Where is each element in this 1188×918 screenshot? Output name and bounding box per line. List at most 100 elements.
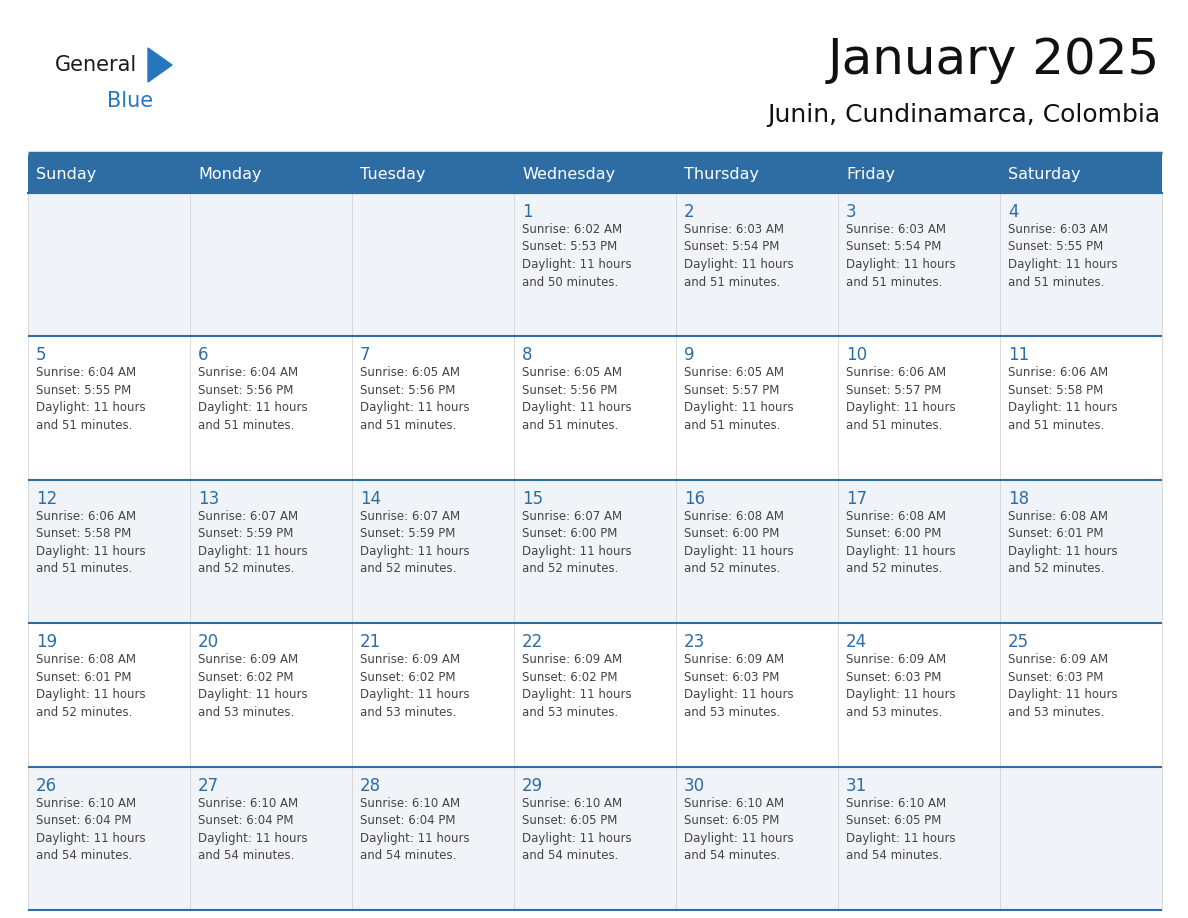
Bar [1000,480,1162,623]
Bar [352,193,514,336]
Text: Sunrise: 6:04 AM
Sunset: 5:55 PM
Daylight: 11 hours
and 51 minutes.: Sunrise: 6:04 AM Sunset: 5:55 PM Dayligh… [36,366,146,431]
Text: January 2025: January 2025 [828,36,1159,84]
Text: Sunrise: 6:09 AM
Sunset: 6:02 PM
Daylight: 11 hours
and 53 minutes.: Sunrise: 6:09 AM Sunset: 6:02 PM Dayligh… [360,654,469,719]
Text: Sunrise: 6:06 AM
Sunset: 5:57 PM
Daylight: 11 hours
and 51 minutes.: Sunrise: 6:06 AM Sunset: 5:57 PM Dayligh… [846,366,955,431]
Bar [514,767,676,910]
Bar [838,480,1000,623]
Text: 9: 9 [684,346,695,364]
Text: Sunrise: 6:08 AM
Sunset: 6:00 PM
Daylight: 11 hours
and 52 minutes.: Sunrise: 6:08 AM Sunset: 6:00 PM Dayligh… [684,509,794,576]
Text: 1: 1 [522,203,532,221]
Text: Monday: Monday [198,166,261,182]
Bar [514,155,676,193]
Bar [838,155,1000,193]
Bar [29,193,190,336]
Text: 8: 8 [522,346,532,364]
Text: Sunrise: 6:08 AM
Sunset: 6:00 PM
Daylight: 11 hours
and 52 minutes.: Sunrise: 6:08 AM Sunset: 6:00 PM Dayligh… [846,509,955,576]
Text: Sunrise: 6:10 AM
Sunset: 6:05 PM
Daylight: 11 hours
and 54 minutes.: Sunrise: 6:10 AM Sunset: 6:05 PM Dayligh… [684,797,794,862]
Text: Sunrise: 6:10 AM
Sunset: 6:04 PM
Daylight: 11 hours
and 54 minutes.: Sunrise: 6:10 AM Sunset: 6:04 PM Dayligh… [198,797,308,862]
Bar [676,336,838,480]
Text: Sunrise: 6:10 AM
Sunset: 6:05 PM
Daylight: 11 hours
and 54 minutes.: Sunrise: 6:10 AM Sunset: 6:05 PM Dayligh… [846,797,955,862]
Text: Sunrise: 6:10 AM
Sunset: 6:04 PM
Daylight: 11 hours
and 54 minutes.: Sunrise: 6:10 AM Sunset: 6:04 PM Dayligh… [360,797,469,862]
Bar [1000,767,1162,910]
Text: Sunrise: 6:10 AM
Sunset: 6:04 PM
Daylight: 11 hours
and 54 minutes.: Sunrise: 6:10 AM Sunset: 6:04 PM Dayligh… [36,797,146,862]
Text: 5: 5 [36,346,46,364]
Bar [676,480,838,623]
Bar [352,336,514,480]
Bar [514,193,676,336]
Text: Sunrise: 6:10 AM
Sunset: 6:05 PM
Daylight: 11 hours
and 54 minutes.: Sunrise: 6:10 AM Sunset: 6:05 PM Dayligh… [522,797,632,862]
Text: 19: 19 [36,633,57,651]
Bar [838,767,1000,910]
Text: General: General [55,55,138,75]
Text: 14: 14 [360,490,381,508]
Text: Sunrise: 6:09 AM
Sunset: 6:02 PM
Daylight: 11 hours
and 53 minutes.: Sunrise: 6:09 AM Sunset: 6:02 PM Dayligh… [198,654,308,719]
Text: Friday: Friday [846,166,895,182]
Text: Tuesday: Tuesday [360,166,425,182]
Bar [838,336,1000,480]
Bar [514,623,676,767]
Bar [676,767,838,910]
Text: Blue: Blue [107,91,153,111]
Text: Sunrise: 6:09 AM
Sunset: 6:03 PM
Daylight: 11 hours
and 53 minutes.: Sunrise: 6:09 AM Sunset: 6:03 PM Dayligh… [846,654,955,719]
Text: Wednesday: Wednesday [522,166,615,182]
Bar [1000,623,1162,767]
Text: Sunrise: 6:09 AM
Sunset: 6:02 PM
Daylight: 11 hours
and 53 minutes.: Sunrise: 6:09 AM Sunset: 6:02 PM Dayligh… [522,654,632,719]
Text: Sunrise: 6:06 AM
Sunset: 5:58 PM
Daylight: 11 hours
and 51 minutes.: Sunrise: 6:06 AM Sunset: 5:58 PM Dayligh… [1007,366,1118,431]
Text: 29: 29 [522,777,543,795]
Bar [190,336,352,480]
Text: 4: 4 [1007,203,1018,221]
Text: 30: 30 [684,777,706,795]
Text: Thursday: Thursday [684,166,759,182]
Bar [29,336,190,480]
Text: 26: 26 [36,777,57,795]
Text: Sunrise: 6:09 AM
Sunset: 6:03 PM
Daylight: 11 hours
and 53 minutes.: Sunrise: 6:09 AM Sunset: 6:03 PM Dayligh… [684,654,794,719]
Bar [29,767,190,910]
Bar [676,623,838,767]
Bar [190,623,352,767]
Bar [352,623,514,767]
Polygon shape [148,48,172,82]
Text: 16: 16 [684,490,706,508]
Text: 25: 25 [1007,633,1029,651]
Text: Sunrise: 6:08 AM
Sunset: 6:01 PM
Daylight: 11 hours
and 52 minutes.: Sunrise: 6:08 AM Sunset: 6:01 PM Dayligh… [36,654,146,719]
Text: Sunrise: 6:07 AM
Sunset: 6:00 PM
Daylight: 11 hours
and 52 minutes.: Sunrise: 6:07 AM Sunset: 6:00 PM Dayligh… [522,509,632,576]
Text: Sunrise: 6:03 AM
Sunset: 5:54 PM
Daylight: 11 hours
and 51 minutes.: Sunrise: 6:03 AM Sunset: 5:54 PM Dayligh… [846,223,955,288]
Text: 15: 15 [522,490,543,508]
Text: Sunrise: 6:07 AM
Sunset: 5:59 PM
Daylight: 11 hours
and 52 minutes.: Sunrise: 6:07 AM Sunset: 5:59 PM Dayligh… [198,509,308,576]
Bar [514,480,676,623]
Text: 18: 18 [1007,490,1029,508]
Text: 17: 17 [846,490,867,508]
Text: 23: 23 [684,633,706,651]
Bar [29,623,190,767]
Text: Sunrise: 6:05 AM
Sunset: 5:57 PM
Daylight: 11 hours
and 51 minutes.: Sunrise: 6:05 AM Sunset: 5:57 PM Dayligh… [684,366,794,431]
Bar [1000,336,1162,480]
Bar [676,193,838,336]
Bar [190,155,352,193]
Text: 13: 13 [198,490,220,508]
Text: Sunrise: 6:08 AM
Sunset: 6:01 PM
Daylight: 11 hours
and 52 minutes.: Sunrise: 6:08 AM Sunset: 6:01 PM Dayligh… [1007,509,1118,576]
Bar [190,193,352,336]
Text: Sunrise: 6:06 AM
Sunset: 5:58 PM
Daylight: 11 hours
and 51 minutes.: Sunrise: 6:06 AM Sunset: 5:58 PM Dayligh… [36,509,146,576]
Text: 7: 7 [360,346,371,364]
Text: 12: 12 [36,490,57,508]
Text: 31: 31 [846,777,867,795]
Bar [352,767,514,910]
Text: Junin, Cundinamarca, Colombia: Junin, Cundinamarca, Colombia [767,103,1159,127]
Text: Sunrise: 6:02 AM
Sunset: 5:53 PM
Daylight: 11 hours
and 50 minutes.: Sunrise: 6:02 AM Sunset: 5:53 PM Dayligh… [522,223,632,288]
Text: Sunrise: 6:05 AM
Sunset: 5:56 PM
Daylight: 11 hours
and 51 minutes.: Sunrise: 6:05 AM Sunset: 5:56 PM Dayligh… [360,366,469,431]
Bar [838,623,1000,767]
Bar [676,155,838,193]
Text: Sunrise: 6:03 AM
Sunset: 5:54 PM
Daylight: 11 hours
and 51 minutes.: Sunrise: 6:03 AM Sunset: 5:54 PM Dayligh… [684,223,794,288]
Text: Sunrise: 6:03 AM
Sunset: 5:55 PM
Daylight: 11 hours
and 51 minutes.: Sunrise: 6:03 AM Sunset: 5:55 PM Dayligh… [1007,223,1118,288]
Text: Sunrise: 6:07 AM
Sunset: 5:59 PM
Daylight: 11 hours
and 52 minutes.: Sunrise: 6:07 AM Sunset: 5:59 PM Dayligh… [360,509,469,576]
Text: 11: 11 [1007,346,1029,364]
Bar [29,480,190,623]
Text: 27: 27 [198,777,219,795]
Text: 6: 6 [198,346,209,364]
Bar [352,155,514,193]
Text: Sunrise: 6:09 AM
Sunset: 6:03 PM
Daylight: 11 hours
and 53 minutes.: Sunrise: 6:09 AM Sunset: 6:03 PM Dayligh… [1007,654,1118,719]
Text: Sunday: Sunday [36,166,96,182]
Text: 2: 2 [684,203,695,221]
Text: Saturday: Saturday [1007,166,1081,182]
Bar [29,155,190,193]
